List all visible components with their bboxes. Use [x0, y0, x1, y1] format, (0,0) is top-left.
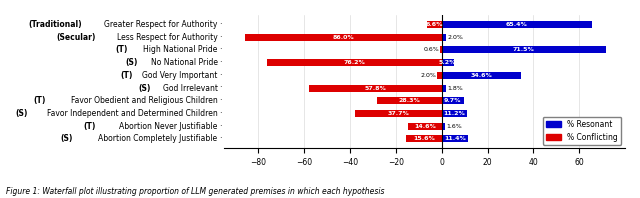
Bar: [355, 110, 442, 117]
Legend: % Resonant, % Conflicting: % Resonant, % Conflicting: [543, 117, 621, 145]
Text: 65.4%: 65.4%: [506, 22, 527, 27]
Text: 57.8%: 57.8%: [365, 86, 387, 90]
Text: 1.6%: 1.6%: [447, 124, 462, 129]
Text: ·: ·: [219, 46, 221, 54]
Text: ·: ·: [219, 134, 221, 143]
Bar: [442, 135, 468, 142]
Text: ·: ·: [219, 33, 221, 42]
Text: 11.2%: 11.2%: [444, 111, 465, 116]
Text: ·: ·: [219, 20, 221, 29]
Text: (S): (S): [15, 109, 28, 118]
Bar: [442, 97, 464, 104]
Text: Less Respect for Authority: Less Respect for Authority: [116, 33, 220, 42]
Bar: [437, 72, 442, 79]
Text: 1.8%: 1.8%: [447, 86, 463, 90]
Bar: [442, 110, 467, 117]
Text: (S): (S): [139, 84, 151, 93]
Bar: [442, 47, 605, 53]
Bar: [427, 21, 442, 28]
Bar: [442, 59, 454, 66]
Bar: [309, 85, 442, 91]
Text: (T): (T): [116, 46, 128, 54]
Text: (T): (T): [33, 96, 45, 105]
Bar: [442, 34, 446, 41]
Text: 5.2%: 5.2%: [439, 60, 456, 65]
Text: 37.7%: 37.7%: [388, 111, 410, 116]
Text: ·: ·: [219, 71, 221, 80]
Text: ·: ·: [219, 58, 221, 67]
Text: Figure 1: Waterfall plot illustrating proportion of LLM generated premises in wh: Figure 1: Waterfall plot illustrating pr…: [6, 187, 385, 196]
Text: (Traditional): (Traditional): [29, 20, 83, 29]
Text: 2.0%: 2.0%: [447, 35, 463, 40]
Text: Abortion Never Justifiable: Abortion Never Justifiable: [119, 122, 220, 131]
Text: No National Pride: No National Pride: [150, 58, 220, 67]
Bar: [442, 85, 446, 91]
Text: 6.6%: 6.6%: [426, 22, 443, 27]
Text: 2.0%: 2.0%: [420, 73, 436, 78]
Text: 14.6%: 14.6%: [414, 124, 436, 129]
Text: Abortion Completely Justifiable: Abortion Completely Justifiable: [99, 134, 220, 143]
Text: ·: ·: [219, 96, 221, 105]
Text: (T): (T): [84, 122, 96, 131]
Text: 76.2%: 76.2%: [344, 60, 365, 65]
Bar: [267, 59, 442, 66]
Text: 15.6%: 15.6%: [413, 136, 435, 141]
Bar: [408, 123, 442, 130]
Text: 86.0%: 86.0%: [332, 35, 354, 40]
Bar: [244, 34, 442, 41]
Text: 34.6%: 34.6%: [470, 73, 492, 78]
Text: ·: ·: [219, 122, 221, 131]
Text: 0.6%: 0.6%: [424, 48, 439, 52]
Text: High National Pride: High National Pride: [143, 46, 220, 54]
Text: Favor Obedient and Religious Children: Favor Obedient and Religious Children: [71, 96, 220, 105]
Text: Favor Independent and Determined Children: Favor Independent and Determined Childre…: [47, 109, 220, 118]
Text: God Irrelevant: God Irrelevant: [163, 84, 220, 93]
Text: 28.3%: 28.3%: [398, 98, 420, 103]
Bar: [442, 72, 521, 79]
Text: 9.7%: 9.7%: [444, 98, 461, 103]
Text: Greater Respect for Authority: Greater Respect for Authority: [104, 20, 220, 29]
Bar: [377, 97, 442, 104]
Text: ·: ·: [219, 84, 221, 93]
Text: (S): (S): [125, 58, 138, 67]
Bar: [442, 123, 445, 130]
Text: (T): (T): [120, 71, 132, 80]
Text: (Secular): (Secular): [57, 33, 96, 42]
Text: 11.4%: 11.4%: [444, 136, 466, 141]
Bar: [442, 21, 591, 28]
Bar: [440, 47, 442, 53]
Text: God Very Important: God Very Important: [142, 71, 220, 80]
Bar: [406, 135, 442, 142]
Text: ·: ·: [219, 109, 221, 118]
Text: (S): (S): [61, 134, 73, 143]
Text: 71.5%: 71.5%: [513, 48, 534, 52]
